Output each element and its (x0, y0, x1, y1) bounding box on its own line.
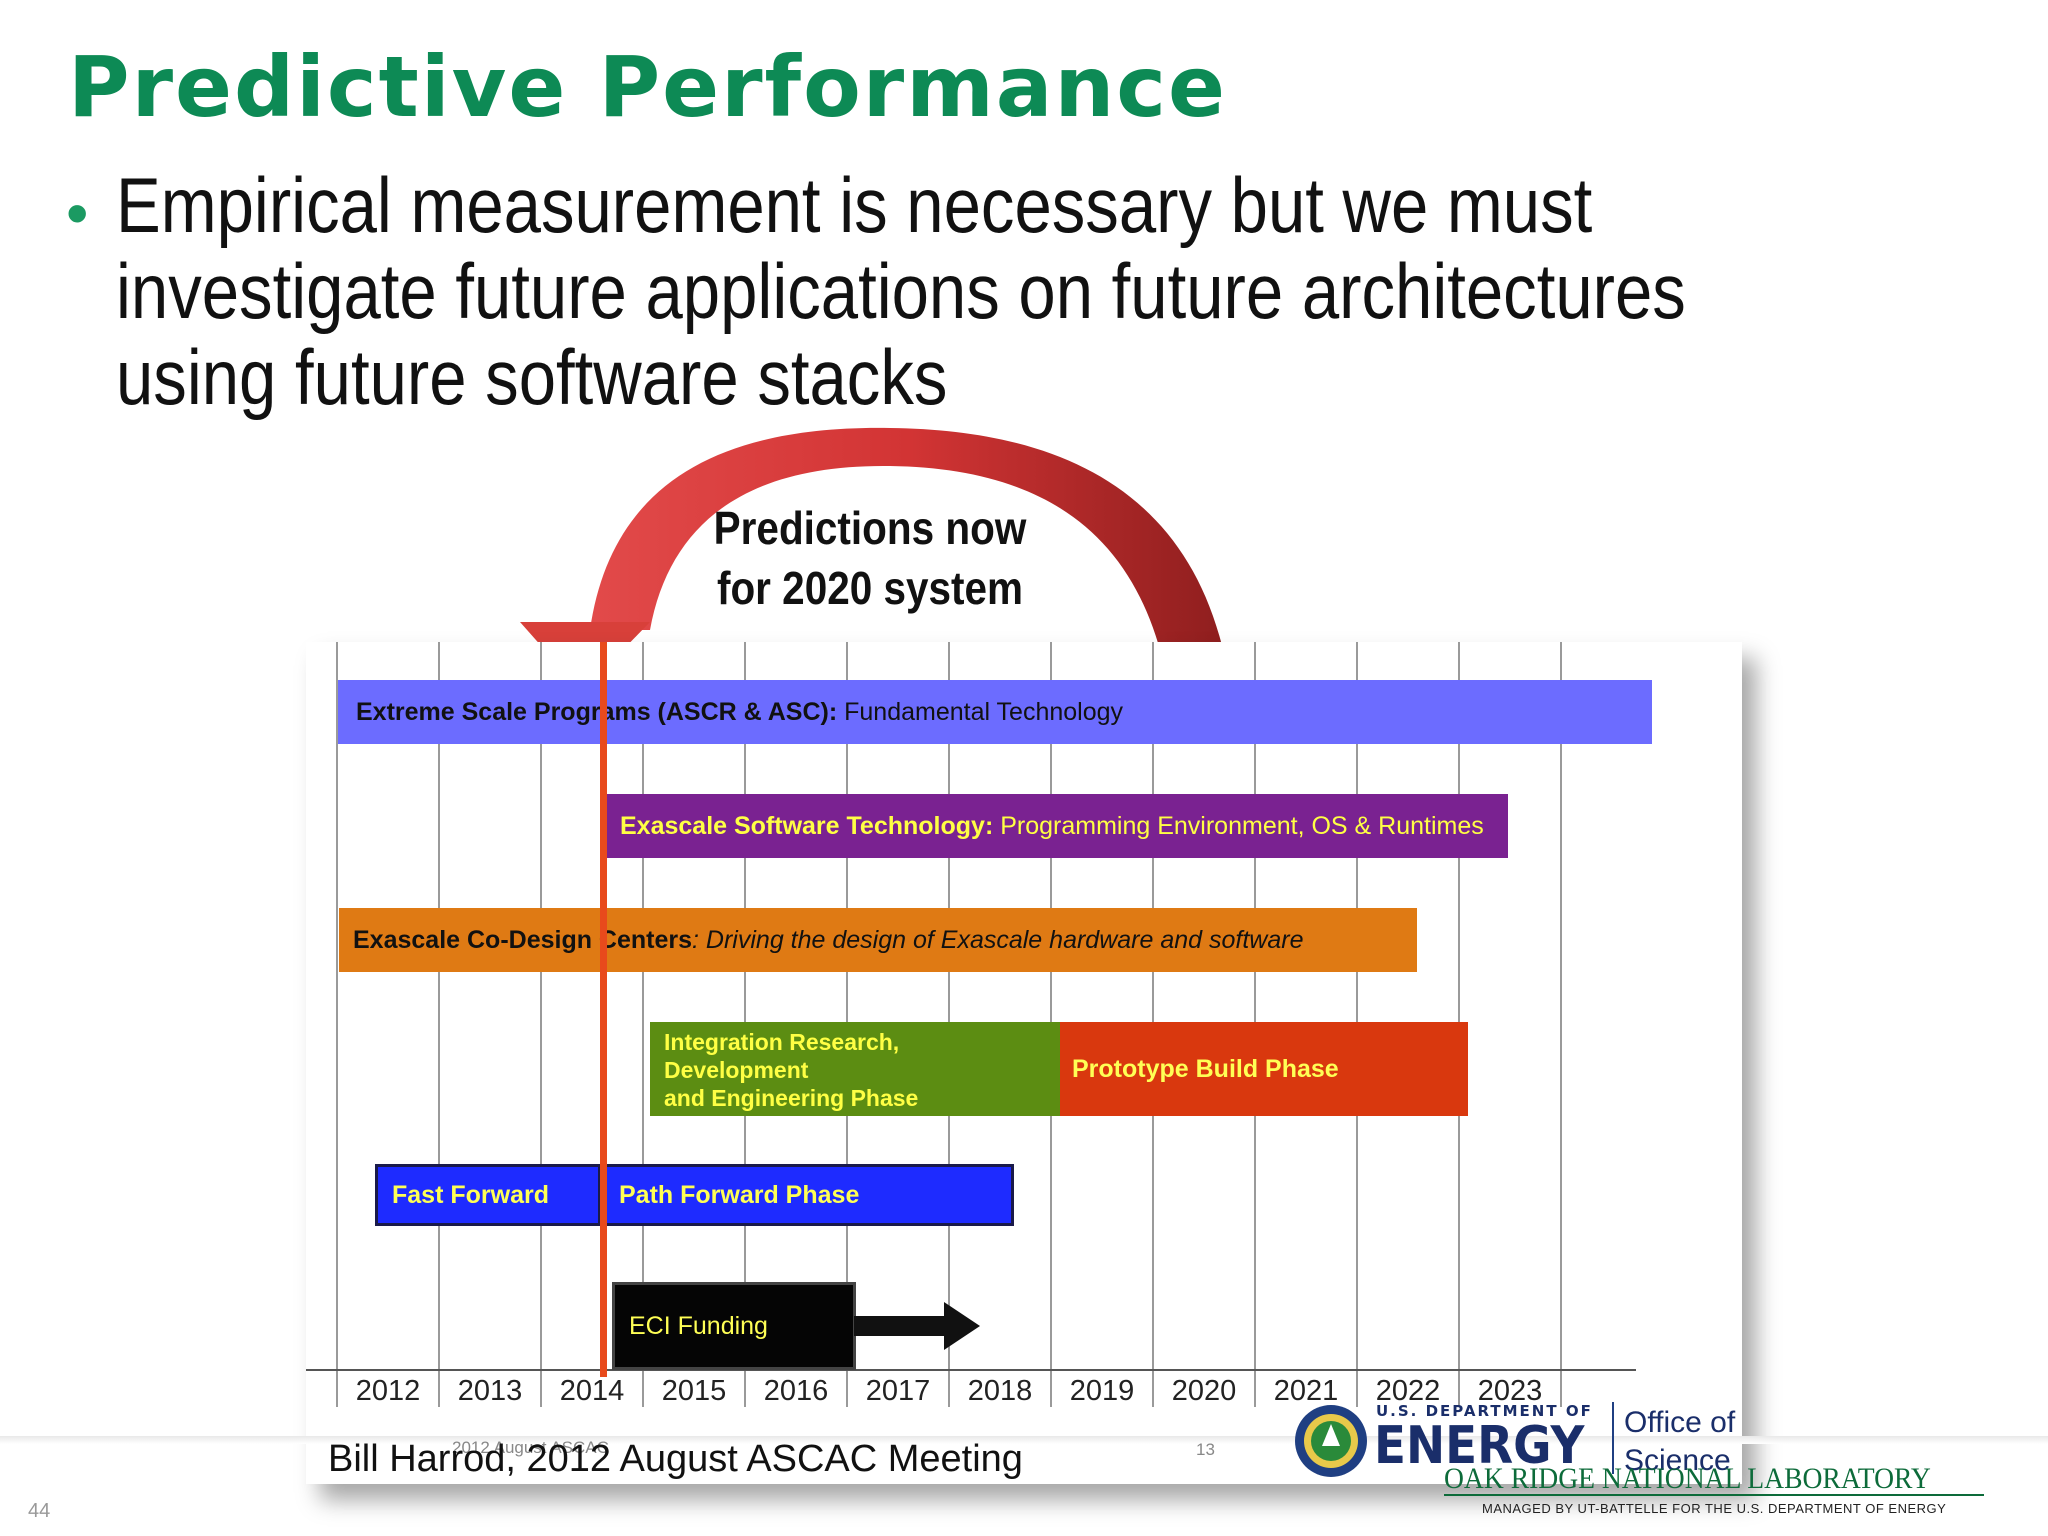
path-forward-bar: Path Forward Phase (602, 1164, 1014, 1226)
office-of-science-label: Office of Science (1624, 1404, 1735, 1480)
integration-line-2: Development (664, 1057, 809, 1083)
prototype-phase-bar: Prototype Build Phase (1060, 1022, 1468, 1116)
office-line-2: Science (1624, 1444, 1731, 1477)
codesign-centers-bar: Exascale Co-Design Centers: Driving the … (339, 908, 1417, 972)
path-forward-label: Path Forward Phase (619, 1180, 860, 1209)
integration-phase-bar: Integration Research, Development and En… (650, 1022, 1062, 1116)
extreme-scale-bold: Extreme Scale Programs (ASCR & ASC): (356, 697, 838, 726)
year-label: 2019 (1069, 1375, 1135, 1407)
year-label: 2013 (457, 1375, 523, 1407)
eci-arrow-icon (854, 1302, 980, 1350)
doe-main-label: ENERGY (1374, 1416, 1585, 1476)
software-technology-bold: Exascale Software Technology: (620, 811, 994, 840)
software-technology-bar: Exascale Software Technology: Programmin… (602, 794, 1508, 858)
slide-number: 44 (28, 1500, 51, 1522)
extreme-scale-rest: Fundamental Technology (837, 697, 1124, 726)
year-label: 2015 (661, 1375, 727, 1407)
year-label: 2014 (559, 1375, 625, 1407)
current-year-marker (600, 642, 607, 1377)
year-label: 2018 (967, 1375, 1033, 1407)
figure-caption: Bill Harrod, 2012 August ASCAC Meeting (328, 1438, 1023, 1480)
integration-line-1: Integration Research, (664, 1029, 900, 1055)
ornl-wordmark-clip: OAK RIDGE NATIONAL LABORATORY (1444, 1460, 1984, 1492)
fast-forward-bar: Fast Forward (375, 1164, 601, 1226)
faint-page-number: 13 (1196, 1440, 1215, 1459)
slide-title: Predictive Performance (68, 38, 1228, 136)
fast-forward-label: Fast Forward (392, 1180, 549, 1209)
prediction-callout: Predictions now for 2020 system (685, 498, 1055, 618)
eci-funding-bar: ECI Funding (612, 1282, 856, 1370)
office-line-1: Office of (1624, 1406, 1736, 1439)
ornl-rule (1444, 1494, 1984, 1496)
year-label: 2012 (355, 1375, 421, 1407)
year-label: 2020 (1171, 1375, 1237, 1407)
bullet-marker: • (66, 177, 89, 249)
ornl-sub-label: MANAGED BY UT-BATTELLE FOR THE U.S. DEPA… (1482, 1501, 1947, 1516)
year-label: 2021 (1273, 1375, 1339, 1407)
ornl-logo: OAK RIDGE NATIONAL LABORATORY MANAGED BY… (1420, 1460, 1984, 1520)
roadmap-figure: 2012 2013 2014 2015 2016 2017 2018 2019 … (306, 642, 1742, 1484)
year-label: 2022 (1375, 1375, 1441, 1407)
integration-line-3: and Engineering Phase (664, 1085, 919, 1111)
prototype-label: Prototype Build Phase (1072, 1054, 1339, 1083)
extreme-scale-bar: Extreme Scale Programs (ASCR & ASC): Fun… (338, 680, 1652, 744)
year-label: 2023 (1477, 1375, 1543, 1407)
eci-funding-label: ECI Funding (629, 1311, 768, 1340)
callout-line-2: for 2020 system (716, 562, 1024, 614)
doe-logo: U.S. DEPARTMENT OF ENERGY Office of Scie… (1292, 1402, 1742, 1482)
timeline-axis (306, 1369, 1636, 1371)
doe-seal-icon (1295, 1405, 1367, 1477)
doe-top-label: U.S. DEPARTMENT OF (1376, 1402, 1593, 1420)
software-technology-rest: Programming Environment, OS & Runtimes (993, 811, 1484, 840)
faint-caption: 2012 August ASCAC (452, 1438, 609, 1457)
year-label: 2016 (763, 1375, 829, 1407)
bullet-text: Empirical measurement is necessary but w… (116, 161, 1686, 421)
logo-divider (1612, 1402, 1614, 1474)
callout-line-1: Predictions now (713, 502, 1027, 554)
year-label: 2017 (865, 1375, 931, 1407)
codesign-bold: Exascale Co-Design Centers (353, 925, 693, 954)
codesign-rest: : Driving the design of Exascale hardwar… (692, 925, 1304, 954)
footer-shadow (0, 1436, 2048, 1444)
ornl-main-label: OAK RIDGE NATIONAL LABORATORY (1444, 1462, 1931, 1492)
